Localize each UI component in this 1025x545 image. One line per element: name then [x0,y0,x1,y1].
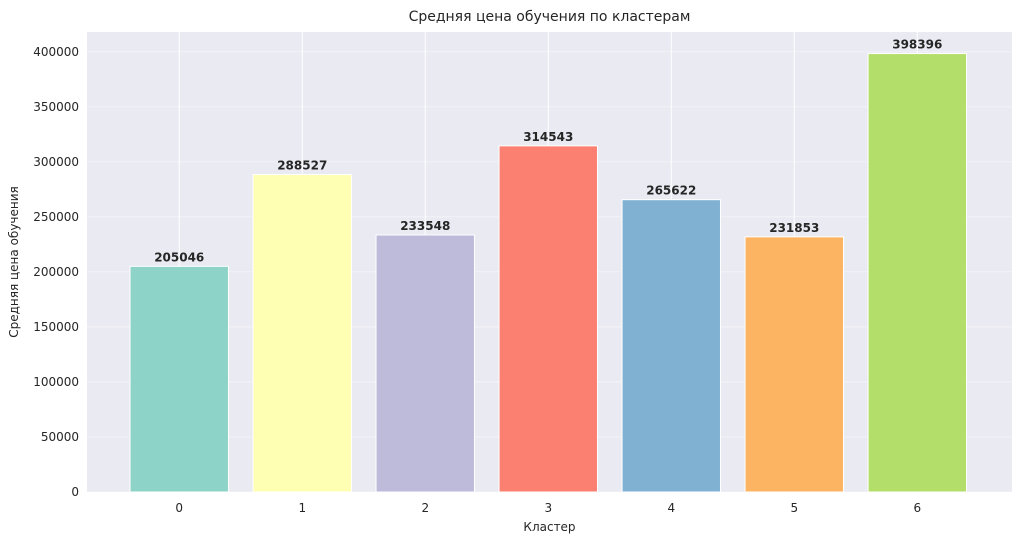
x-tick-label: 2 [421,501,429,515]
bar-cluster-5 [744,236,844,493]
bar-cluster-3 [498,145,598,493]
x-tick-label: 6 [913,501,921,515]
x-tick-label: 4 [667,501,675,515]
x-tick-label: 5 [790,501,798,515]
y-tick-label: 350000 [33,100,79,114]
bar-cluster-6 [867,53,967,493]
x-axis-ticks: 0 1 2 3 4 5 6 [175,501,921,515]
y-tick-label: 0 [71,485,79,499]
bar-cluster-1 [252,173,352,493]
y-tick-label: 150000 [33,320,79,334]
value-labels-group: 205046 288527 233548 314543 265622 231853 3983… [154,38,942,265]
y-axis-label: Средняя цена обучения [7,186,21,338]
x-axis-label: Кластер [523,520,575,534]
x-tick-label: 0 [175,501,183,515]
chart-title: Средняя цена обучения по кластерам [409,9,691,25]
bar-value-label: 265622 [646,184,696,198]
bars-group [129,53,967,493]
bar-value-label: 314543 [523,130,573,144]
y-tick-label: 200000 [33,265,79,279]
bar-value-label: 398396 [892,38,942,52]
bar-value-label: 231853 [769,221,819,235]
bar-cluster-2 [375,234,475,493]
bar-cluster-4 [621,199,721,493]
bar-cluster-0 [129,265,229,493]
bar-value-label: 233548 [400,219,450,233]
y-tick-label: 50000 [41,430,79,444]
x-tick-label: 1 [298,501,306,515]
x-tick-label: 3 [544,501,552,515]
bar-value-label: 288527 [277,158,327,172]
y-axis-ticks: 0 50000 100000 150000 200000 250000 300000 3500… [33,45,79,499]
y-tick-label: 250000 [33,210,79,224]
bar-value-label: 205046 [154,250,204,264]
y-tick-label: 100000 [33,375,79,389]
y-tick-label: 300000 [33,155,79,169]
y-tick-label: 400000 [33,45,79,59]
